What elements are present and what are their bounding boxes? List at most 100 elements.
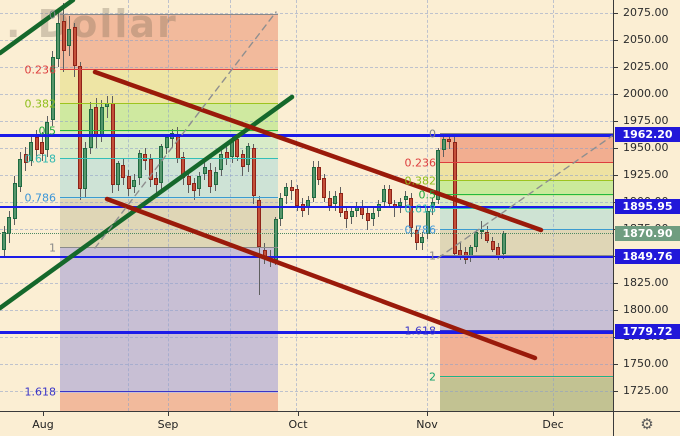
time-axis[interactable]: Aug Sep Oct Nov Dec [0,411,613,436]
fib-connector-left[interactable] [94,11,277,249]
price-tick-mark [614,148,618,149]
trend-line-green-upper[interactable] [0,0,76,56]
price-tick-label: 1950.00 [623,141,669,154]
candle [72,27,77,66]
v-gridline [230,0,231,411]
price-line-badge: 1895.95 [615,198,680,214]
candle [18,158,23,187]
candle [387,189,392,205]
chart-pane[interactable]: . Dollar 0 0.236 0.382 0.5 0.618 0.786 1 1.618 0… [0,0,613,411]
candle [327,197,332,207]
fib-level-line[interactable] [440,194,613,196]
month-tick-mark [43,412,44,416]
fib-level-line[interactable] [60,391,278,393]
fib-level-label: 1 [429,249,436,263]
fib-level-line[interactable] [440,133,613,135]
fib-zone [440,230,613,257]
price-tick-mark [614,283,618,284]
candle [186,176,191,185]
fib-level-label: 0.786 [24,191,57,205]
candle [61,20,66,51]
fib-level-line[interactable] [440,208,613,210]
trend-line-red-lower[interactable] [104,196,538,361]
price-alert-line[interactable] [0,331,613,334]
fib-level-line[interactable] [60,157,278,159]
current-price-badge: 1870.90 [615,225,680,241]
fib-level-line[interactable] [440,376,613,378]
h-gridline [0,310,613,311]
fib-level-line[interactable] [440,254,613,256]
candle [154,178,159,185]
fib-level-line[interactable] [440,179,613,181]
candle [50,57,55,120]
price-tick-mark [614,391,618,392]
fib-level-label: 0 [429,127,436,141]
fib-zone [440,377,613,411]
candle [88,109,93,148]
month-label: Sep [157,418,179,431]
candle-wick [106,96,108,118]
fib-level-label: 0.786 [404,223,437,237]
price-alert-line[interactable] [0,255,613,259]
candle [34,137,39,151]
price-tick-mark [614,67,618,68]
candle [192,182,197,192]
candle [12,182,17,220]
candle [311,167,316,198]
candle [398,202,403,207]
fib-level-line[interactable] [60,246,278,248]
current-price-line [0,233,613,235]
fib-level-line[interactable] [440,228,613,230]
price-tick-label: 1975.00 [623,114,669,127]
candle [479,230,484,233]
candle [474,232,479,248]
price-tick-label: 1825.00 [623,276,669,289]
candle [137,153,142,179]
price-axis[interactable]: 2075.00 2050.00 2025.00 2000.00 1975.00 1950.… [613,0,680,411]
candle [67,29,72,47]
fib-level-label: 0.382 [404,174,437,188]
v-gridline [553,0,554,411]
fib-zone [60,248,278,393]
candle [208,169,213,187]
fib-level-line[interactable] [60,197,278,199]
price-tick-label: 1925.00 [623,168,669,181]
candle [116,163,121,185]
fib-level-line[interactable] [60,102,278,104]
fib-level-label: 0.236 [24,63,57,77]
h-gridline [0,229,613,230]
fib-connector-right[interactable] [437,135,613,259]
candle [126,176,131,190]
fib-level-label: 1.618 [24,385,57,399]
fib-zone [440,181,613,196]
candle [143,154,148,161]
candle [83,148,88,190]
candle [436,150,441,200]
candle [257,199,262,248]
trend-line-green-lower[interactable] [0,94,295,311]
price-tick-label: 1800.00 [623,303,669,316]
price-alert-line[interactable] [0,205,613,209]
fib-level-line[interactable] [60,13,278,15]
chart-settings-gear-icon[interactable]: ⚙ [640,414,654,433]
price-tick-label: 2050.00 [623,33,669,46]
fib-level-line[interactable] [60,68,278,70]
price-tick-mark [614,121,618,122]
fib-level-line[interactable] [60,130,278,132]
trend-line-red-upper[interactable] [92,69,544,233]
h-gridline [0,67,613,68]
candle [278,197,283,220]
candle [316,167,321,181]
price-line-badge: 1849.76 [615,248,680,264]
fib-level-label: 0.382 [24,97,57,111]
candle [485,232,490,241]
price-alert-line[interactable] [0,134,613,137]
price-tick-label: 1750.00 [623,357,669,370]
fib-level-line[interactable] [440,329,613,331]
candle [284,186,289,196]
price-tick-mark [614,94,618,95]
candle [371,212,376,220]
price-tick-mark [614,13,618,14]
candle [441,139,446,151]
fib-level-line[interactable] [440,161,613,163]
